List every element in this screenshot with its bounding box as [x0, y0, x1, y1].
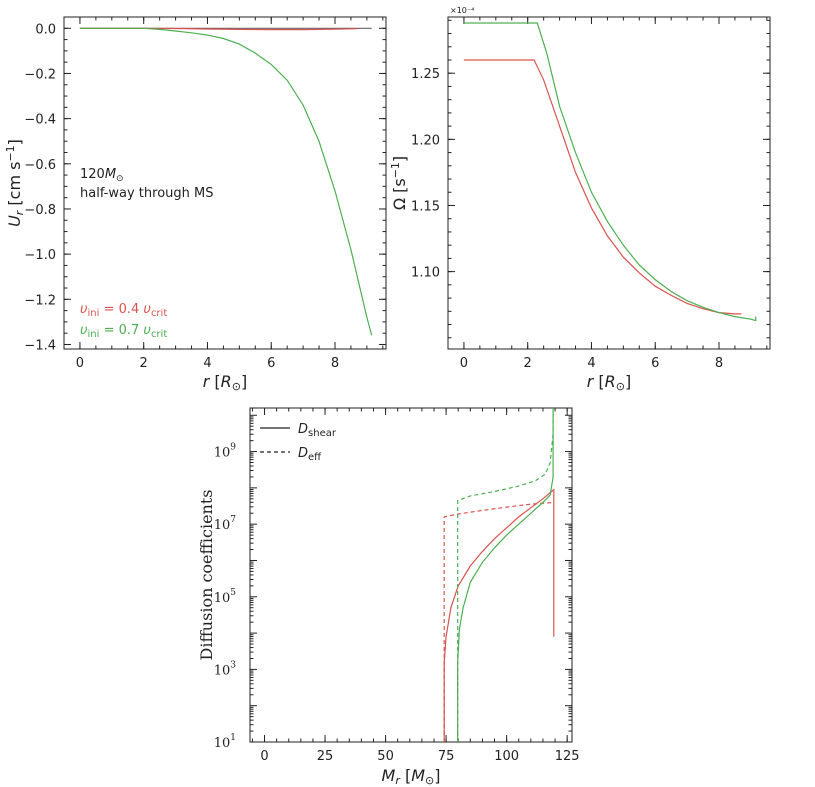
series-line-deff-0.4vcrit [443, 501, 554, 742]
y-tick-labels: 1.10 1.15 1.20 1.25 [411, 67, 440, 280]
y-tick-exponent: 7 [230, 515, 236, 525]
series-lines [443, 408, 555, 742]
mass-annotation: 120M⊙ [80, 167, 124, 184]
x-axis-label: r [R⊙] [203, 372, 248, 393]
series-line-dshear-0.4vcrit [443, 488, 555, 742]
y-tick-base: 10 [214, 591, 231, 606]
y-tick-label: 107 [214, 515, 237, 533]
y-tick-exponent: 1 [230, 733, 236, 743]
series-lines [79, 27, 373, 336]
x-axis-label: Mr [M⊙] [382, 766, 441, 787]
x-tick-label: 4 [587, 356, 595, 371]
y-tick-label: −0.4 [24, 113, 56, 128]
legend: Dshear Deff [260, 422, 337, 463]
y-tick-label: 0.0 [35, 22, 56, 37]
y-tick-label: −0.6 [24, 158, 56, 173]
y-tick-exponent: 3 [230, 660, 236, 670]
y-tick-base: 10 [214, 518, 231, 533]
y-tick-label: 1.20 [411, 133, 440, 148]
y-tick-labels: 101 103 105 107 109 [214, 443, 237, 751]
y-axis-label: Ω [s−1] [389, 156, 409, 210]
series-line-deff-0.7vcrit [457, 408, 554, 742]
x-tick-label: 2 [524, 356, 532, 371]
legend-label-deff: Deff [298, 446, 322, 463]
panel-angular-velocity: 0 2 4 6 8 1.10 1.15 1.20 1.25 ×10⁻⁴ r [R… [389, 6, 771, 393]
x-tick-label: 8 [715, 356, 723, 371]
x-tick-label: 2 [140, 356, 148, 371]
x-tick-label: 125 [555, 749, 580, 764]
panel-diffusion-coefficients: 0 25 50 75 100 125 101 103 105 107 109 D… [197, 407, 580, 787]
y-tick-label: −1.4 [24, 338, 56, 353]
x-tick-labels: 0 25 50 75 100 125 [260, 749, 579, 764]
x-tick-label: 4 [203, 356, 211, 371]
y-tick-labels: 0.0 −0.2 −0.4 −0.6 −0.8 −1.0 −1.2 −1.4 [24, 22, 56, 353]
x-tick-label: 6 [267, 356, 275, 371]
panel-radial-velocity: 0 2 4 6 8 0.0 −0.2 −0.4 −0.6 −0.8 −1.0 −… [4, 16, 387, 393]
x-tick-label: 50 [377, 749, 394, 764]
y-tick-base: 10 [214, 736, 231, 751]
x-tick-label: 6 [651, 356, 659, 371]
series-line-0.7vcrit [79, 27, 373, 336]
x-tick-label: 25 [317, 749, 334, 764]
y-offset-text: ×10⁻⁴ [450, 6, 474, 15]
y-axis-label: Ur [cm s−1] [4, 139, 26, 227]
y-tick-base: 10 [214, 446, 231, 461]
y-tick-label: 105 [214, 588, 237, 606]
x-tick-labels: 0 2 4 6 8 [460, 356, 723, 371]
y-tick-label: 1.15 [411, 199, 440, 214]
y-tick-label: −0.2 [24, 67, 56, 82]
y-axis-label: Diffusion coefficients [197, 489, 216, 660]
y-tick-label: 101 [214, 733, 236, 751]
legend-entry-0.7vcrit: υini = 0.7 υcrit [80, 323, 167, 340]
legend-label-dshear: Dshear [298, 422, 337, 439]
plot-frame [63, 16, 387, 350]
x-tick-label: 75 [438, 749, 455, 764]
y-tick-label: 1.25 [411, 67, 440, 82]
x-tick-label: 0 [460, 356, 468, 371]
series-lines [463, 22, 757, 322]
y-tick-label: 103 [214, 660, 237, 678]
y-tick-exponent: 5 [230, 588, 236, 598]
legend-entry-0.4vcrit: υini = 0.4 υcrit [80, 302, 167, 319]
x-tick-label: 0 [76, 356, 84, 371]
x-axis-label: r [R⊙] [587, 372, 632, 393]
y-tick-label: −1.2 [24, 293, 56, 308]
x-tick-label: 0 [260, 749, 268, 764]
tick-marks [63, 17, 386, 349]
y-tick-base: 10 [214, 663, 231, 678]
x-tick-labels: 0 2 4 6 8 [76, 356, 339, 371]
series-line-0.4vcrit [463, 59, 742, 315]
x-tick-label: 100 [494, 749, 519, 764]
y-tick-label: −0.8 [24, 203, 56, 218]
y-tick-exponent: 9 [230, 443, 236, 453]
phase-annotation: half-way through MS [80, 186, 213, 201]
x-tick-label: 8 [331, 356, 339, 371]
tick-marks [447, 17, 770, 349]
y-tick-label: 1.10 [411, 266, 440, 281]
tick-marks [250, 408, 572, 743]
plot-frame [447, 16, 771, 350]
series-line-0.7vcrit [463, 22, 757, 322]
series-line-dshear-0.7vcrit [457, 408, 554, 742]
y-tick-label: −1.0 [24, 248, 56, 263]
y-tick-label: 109 [214, 443, 237, 461]
